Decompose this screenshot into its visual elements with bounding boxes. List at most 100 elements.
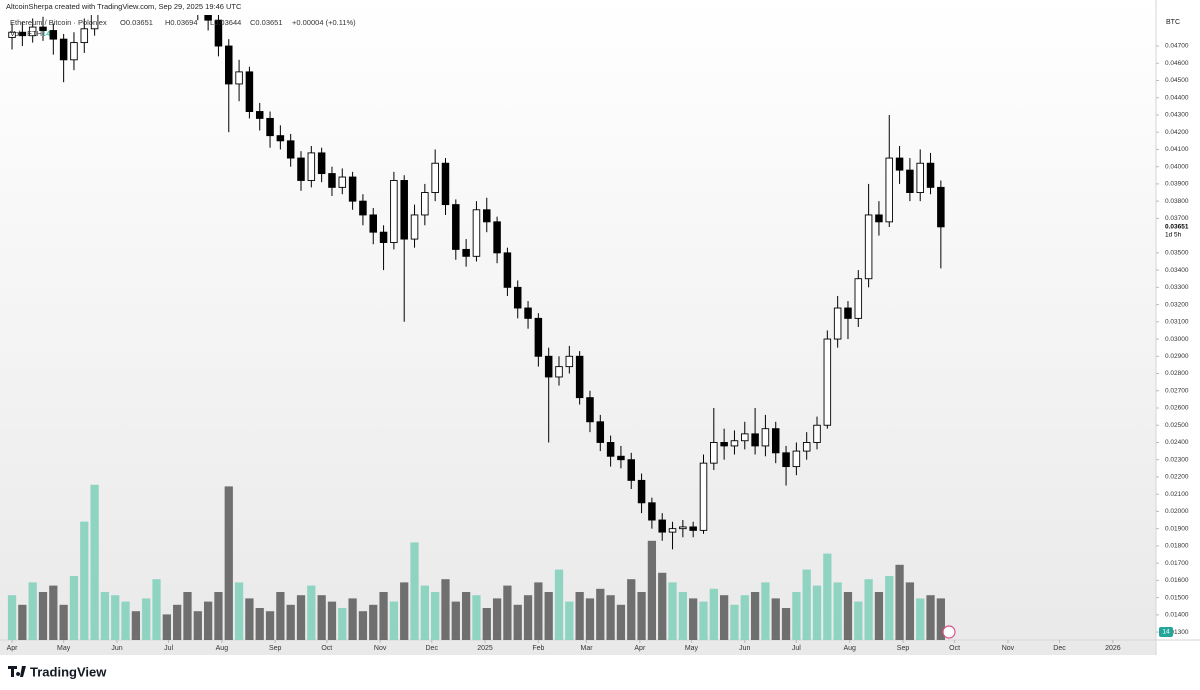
y-tick-label: 0.01800 bbox=[1165, 543, 1189, 550]
plot-background bbox=[0, 0, 1156, 655]
volume-bar bbox=[905, 582, 915, 640]
candle-body bbox=[782, 452, 790, 468]
candle-body bbox=[286, 140, 295, 159]
y-tick-label: 0.03000 bbox=[1165, 336, 1189, 343]
volume-bar bbox=[234, 582, 244, 640]
volume-bar bbox=[7, 595, 17, 640]
candle-body bbox=[276, 135, 285, 142]
candle-body bbox=[875, 214, 883, 223]
x-tick-label: Apr bbox=[634, 645, 646, 652]
candle-body bbox=[916, 162, 924, 193]
candle-body bbox=[452, 204, 460, 250]
candle-body bbox=[668, 528, 677, 533]
volume-bar bbox=[812, 585, 822, 640]
volume-bar bbox=[730, 604, 739, 640]
volume-bar bbox=[121, 601, 130, 640]
volume-bar bbox=[668, 582, 677, 640]
candle-body bbox=[328, 173, 336, 188]
volume-bar bbox=[761, 582, 770, 640]
y-tick-label: 0.03700 bbox=[1165, 215, 1189, 222]
volume-bar bbox=[162, 614, 171, 640]
x-tick-label: Dec bbox=[426, 645, 439, 652]
volume-bar bbox=[534, 582, 543, 640]
volume-bar bbox=[554, 569, 564, 640]
candle-body bbox=[885, 157, 894, 223]
candle-body bbox=[844, 307, 852, 319]
y-tick-label: 0.03900 bbox=[1165, 181, 1189, 188]
footer-background bbox=[0, 655, 1200, 690]
volume-bar bbox=[843, 592, 853, 640]
last-price-box bbox=[1157, 221, 1199, 239]
candle-body bbox=[307, 152, 316, 181]
candle-body bbox=[699, 462, 708, 531]
candle-body bbox=[214, 19, 223, 47]
candle-body bbox=[761, 428, 770, 447]
candle-body bbox=[59, 38, 68, 61]
volume-bar bbox=[100, 592, 110, 640]
volume-bar bbox=[255, 608, 264, 640]
y-tick-label: 0.03800 bbox=[1165, 198, 1189, 205]
logo: TradingView bbox=[8, 664, 107, 679]
y-tick-label: 0.03100 bbox=[1165, 319, 1189, 326]
candle-body bbox=[596, 421, 605, 443]
x-tick-label: Oct bbox=[949, 645, 960, 652]
y-tick-label: 0.02800 bbox=[1165, 370, 1189, 377]
candle-body bbox=[18, 31, 27, 37]
volume-bar bbox=[699, 601, 708, 640]
candle-body bbox=[648, 502, 656, 521]
volume-bar bbox=[606, 595, 615, 640]
volume-bar bbox=[265, 611, 275, 640]
candle-body bbox=[245, 71, 254, 112]
volume-bar bbox=[740, 595, 749, 640]
candle-body bbox=[400, 180, 408, 240]
volume-bar bbox=[327, 601, 337, 640]
y-tick-label: 0.02900 bbox=[1165, 353, 1189, 360]
candle-body bbox=[720, 442, 728, 447]
candle-body bbox=[617, 455, 625, 461]
candle-body bbox=[741, 433, 749, 442]
candle-body bbox=[575, 355, 584, 399]
candle-body bbox=[297, 157, 305, 181]
x-tick-label: Mar bbox=[580, 645, 593, 652]
y-tick-label: 0.02000 bbox=[1165, 508, 1189, 515]
volume-bar bbox=[451, 601, 460, 640]
candle-body bbox=[493, 221, 501, 254]
candle-body bbox=[503, 252, 512, 288]
candle-body bbox=[813, 424, 821, 443]
candle-body bbox=[730, 440, 739, 447]
volume-bar bbox=[358, 611, 368, 640]
candle-body bbox=[555, 366, 563, 378]
logo-text: TradingView bbox=[30, 664, 107, 679]
volume-bar bbox=[49, 585, 58, 640]
candle-body bbox=[524, 307, 532, 319]
candle-body bbox=[679, 526, 687, 530]
legend-low: L0.03644 bbox=[210, 18, 241, 27]
candle-body bbox=[802, 442, 811, 452]
legend-volume-value: 14 bbox=[42, 29, 50, 38]
event-icon[interactable] bbox=[942, 625, 956, 639]
x-tick-label: Jun bbox=[739, 645, 750, 652]
y-tick-label: 0.04300 bbox=[1165, 112, 1189, 119]
y-tick-label: 0.04400 bbox=[1165, 94, 1189, 101]
candle-body bbox=[833, 307, 842, 340]
volume-bar bbox=[173, 604, 182, 640]
legend-symbol: Ethereum / Bitcoin · Poloniex bbox=[10, 18, 107, 27]
y-tick-label: 0.02100 bbox=[1165, 491, 1189, 498]
candle-body bbox=[823, 338, 832, 426]
x-tick-label: Apr bbox=[7, 645, 19, 652]
volume-bar bbox=[472, 595, 481, 640]
volume-bar bbox=[183, 592, 192, 640]
candle-body bbox=[431, 162, 439, 193]
volume-bar bbox=[203, 601, 213, 640]
volume-bar bbox=[214, 592, 223, 640]
candle-body bbox=[390, 180, 398, 243]
volume-bar bbox=[596, 588, 605, 640]
volume-bar bbox=[28, 582, 37, 640]
volume-bar bbox=[792, 592, 801, 640]
y-tick-label: 0.04700 bbox=[1165, 43, 1189, 50]
volume-bar bbox=[720, 595, 729, 640]
countdown-label: 1d 5h bbox=[1165, 232, 1182, 239]
candle-body bbox=[235, 71, 243, 85]
x-tick-label: May bbox=[57, 645, 71, 652]
volume-bar bbox=[276, 592, 285, 640]
